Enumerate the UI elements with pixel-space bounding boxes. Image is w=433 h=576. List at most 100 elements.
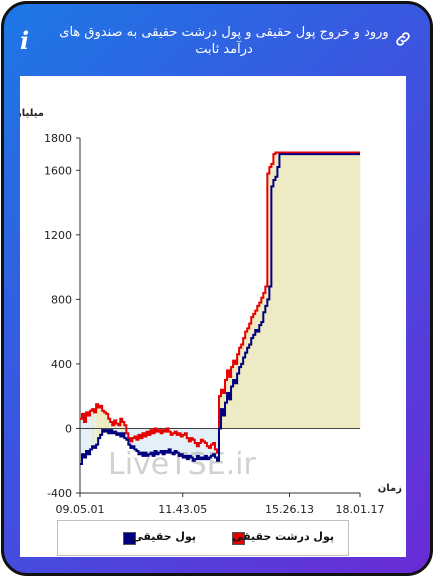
gap-fill-segment [297,152,300,429]
gap-fill-segment [273,154,276,429]
gap-fill-segment [279,152,282,429]
gap-fill-segment [251,317,254,429]
gap-fill-segment [337,152,341,429]
gap-fill-segment [309,152,313,429]
info-icon[interactable]: i [20,26,30,55]
link-icon[interactable] [394,30,412,48]
x-tick-label: 15.26.13 [265,503,314,516]
x-tick-label: 09.05.01 [56,503,105,516]
y-axis-label: میلیارد تومان [20,108,44,119]
gap-fill-segment [291,152,294,429]
y-tick-label: 1600 [44,164,72,177]
gap-fill-segment [343,152,347,429]
gap-fill-segment [88,415,91,455]
gap-fill-segment [102,410,105,431]
gap-fill-segment [259,302,262,429]
gap-fill-segment [347,152,351,429]
gap-fill-segment [269,167,272,429]
gap-fill-segment [120,418,123,437]
x-tick-label: 11.43.05 [158,503,207,516]
gap-fill-segment [154,428,157,452]
gap-fill-segment [146,428,149,456]
gap-fill-segment [138,428,141,455]
chart-legend: پول حقیقی پول درشت حقیقی [57,520,349,556]
gap-fill-segment [247,328,250,429]
gap-fill-segment [164,428,168,452]
gap-fill-segment [233,360,236,429]
gap-fill-segment [311,152,315,429]
gap-fill-segment [192,428,196,461]
gap-fill-segment [325,152,329,429]
gap-fill-segment [267,173,270,429]
gap-fill-segment [186,428,190,460]
gap-fill-segment [329,152,333,429]
series-line-real-money [80,153,360,465]
gap-fill-segment [158,428,161,453]
gap-fill-segment [307,152,311,429]
gap-fill-segment [80,418,83,464]
gap-fill-segment [271,163,274,429]
gap-fill-segment [237,354,240,429]
gap-fill-segment [235,363,238,429]
gap-fill-segment [285,152,288,429]
gap-fill-segment [122,422,125,434]
gap-fill-segment [112,425,115,434]
gap-fill-segment [100,405,103,435]
gap-fill-segment [90,410,93,450]
gap-fill-segment [231,367,234,429]
gap-fill-segment [287,152,290,429]
gap-fill-segment [178,428,182,456]
gap-fill-segment [150,428,153,453]
gap-fill-segment [184,428,188,456]
gap-fill-segment [283,152,286,429]
gap-fill-segment [114,420,117,432]
legend-swatch-big-real-money [232,532,245,545]
gap-fill-segment [92,409,95,447]
gap-fill-segment [144,428,147,453]
gap-fill-segment [327,152,331,429]
y-tick-label: 800 [51,293,72,306]
gap-fill-segment [335,152,339,429]
gap-fill-segment [345,152,349,429]
gap-fill-segment [245,331,248,429]
gap-fill-segment [229,376,232,429]
gap-fill-segment [333,152,337,429]
gap-fill-segment [265,286,268,429]
gap-fill-segment [295,152,298,429]
gap-fill-segment [357,152,361,429]
gap-fill-segment [82,413,85,455]
gap-fill-segment [351,152,355,429]
gap-fill-segment [293,152,296,429]
gap-fill-segment [305,152,309,429]
gap-fill-segment [317,152,321,429]
gap-fill-segment [355,152,359,429]
gap-fill-segment [170,428,174,453]
gap-fill-segment [128,428,131,445]
card-header: i ورود و خروج پول حقیقی و پول درشت حقیقی… [4,4,430,76]
gap-fill-segment [200,428,204,458]
gap-fill-segment [261,297,264,429]
watermark: LiveTSE.ir [108,447,256,482]
gap-fill-segment [301,152,304,429]
x-tick-label: 18.01.17 [336,503,385,516]
legend-label-big-real-money: پول درشت حقیقی [231,530,334,543]
gap-fill-segment [257,305,260,429]
gap-fill-segment [176,428,180,453]
gap-fill-segment [212,428,216,455]
gap-fill-segment [321,152,325,429]
y-tick-label: 1200 [44,229,72,242]
gap-fill-segment [303,152,307,429]
gap-fill-segment [116,423,119,435]
gap-fill-segment [142,428,145,456]
gap-fill-segment [255,310,258,429]
gap-fill-segment [241,344,244,429]
gap-fill-segment [341,152,345,429]
gap-fill-segment [331,152,335,429]
gap-fill-segment [315,152,319,429]
gap-fill-segment [319,152,323,429]
gap-fill-segment [313,152,317,429]
gap-fill-segment [174,428,178,452]
y-tick-label: -400 [47,487,72,500]
gap-fill-segment [152,428,155,456]
